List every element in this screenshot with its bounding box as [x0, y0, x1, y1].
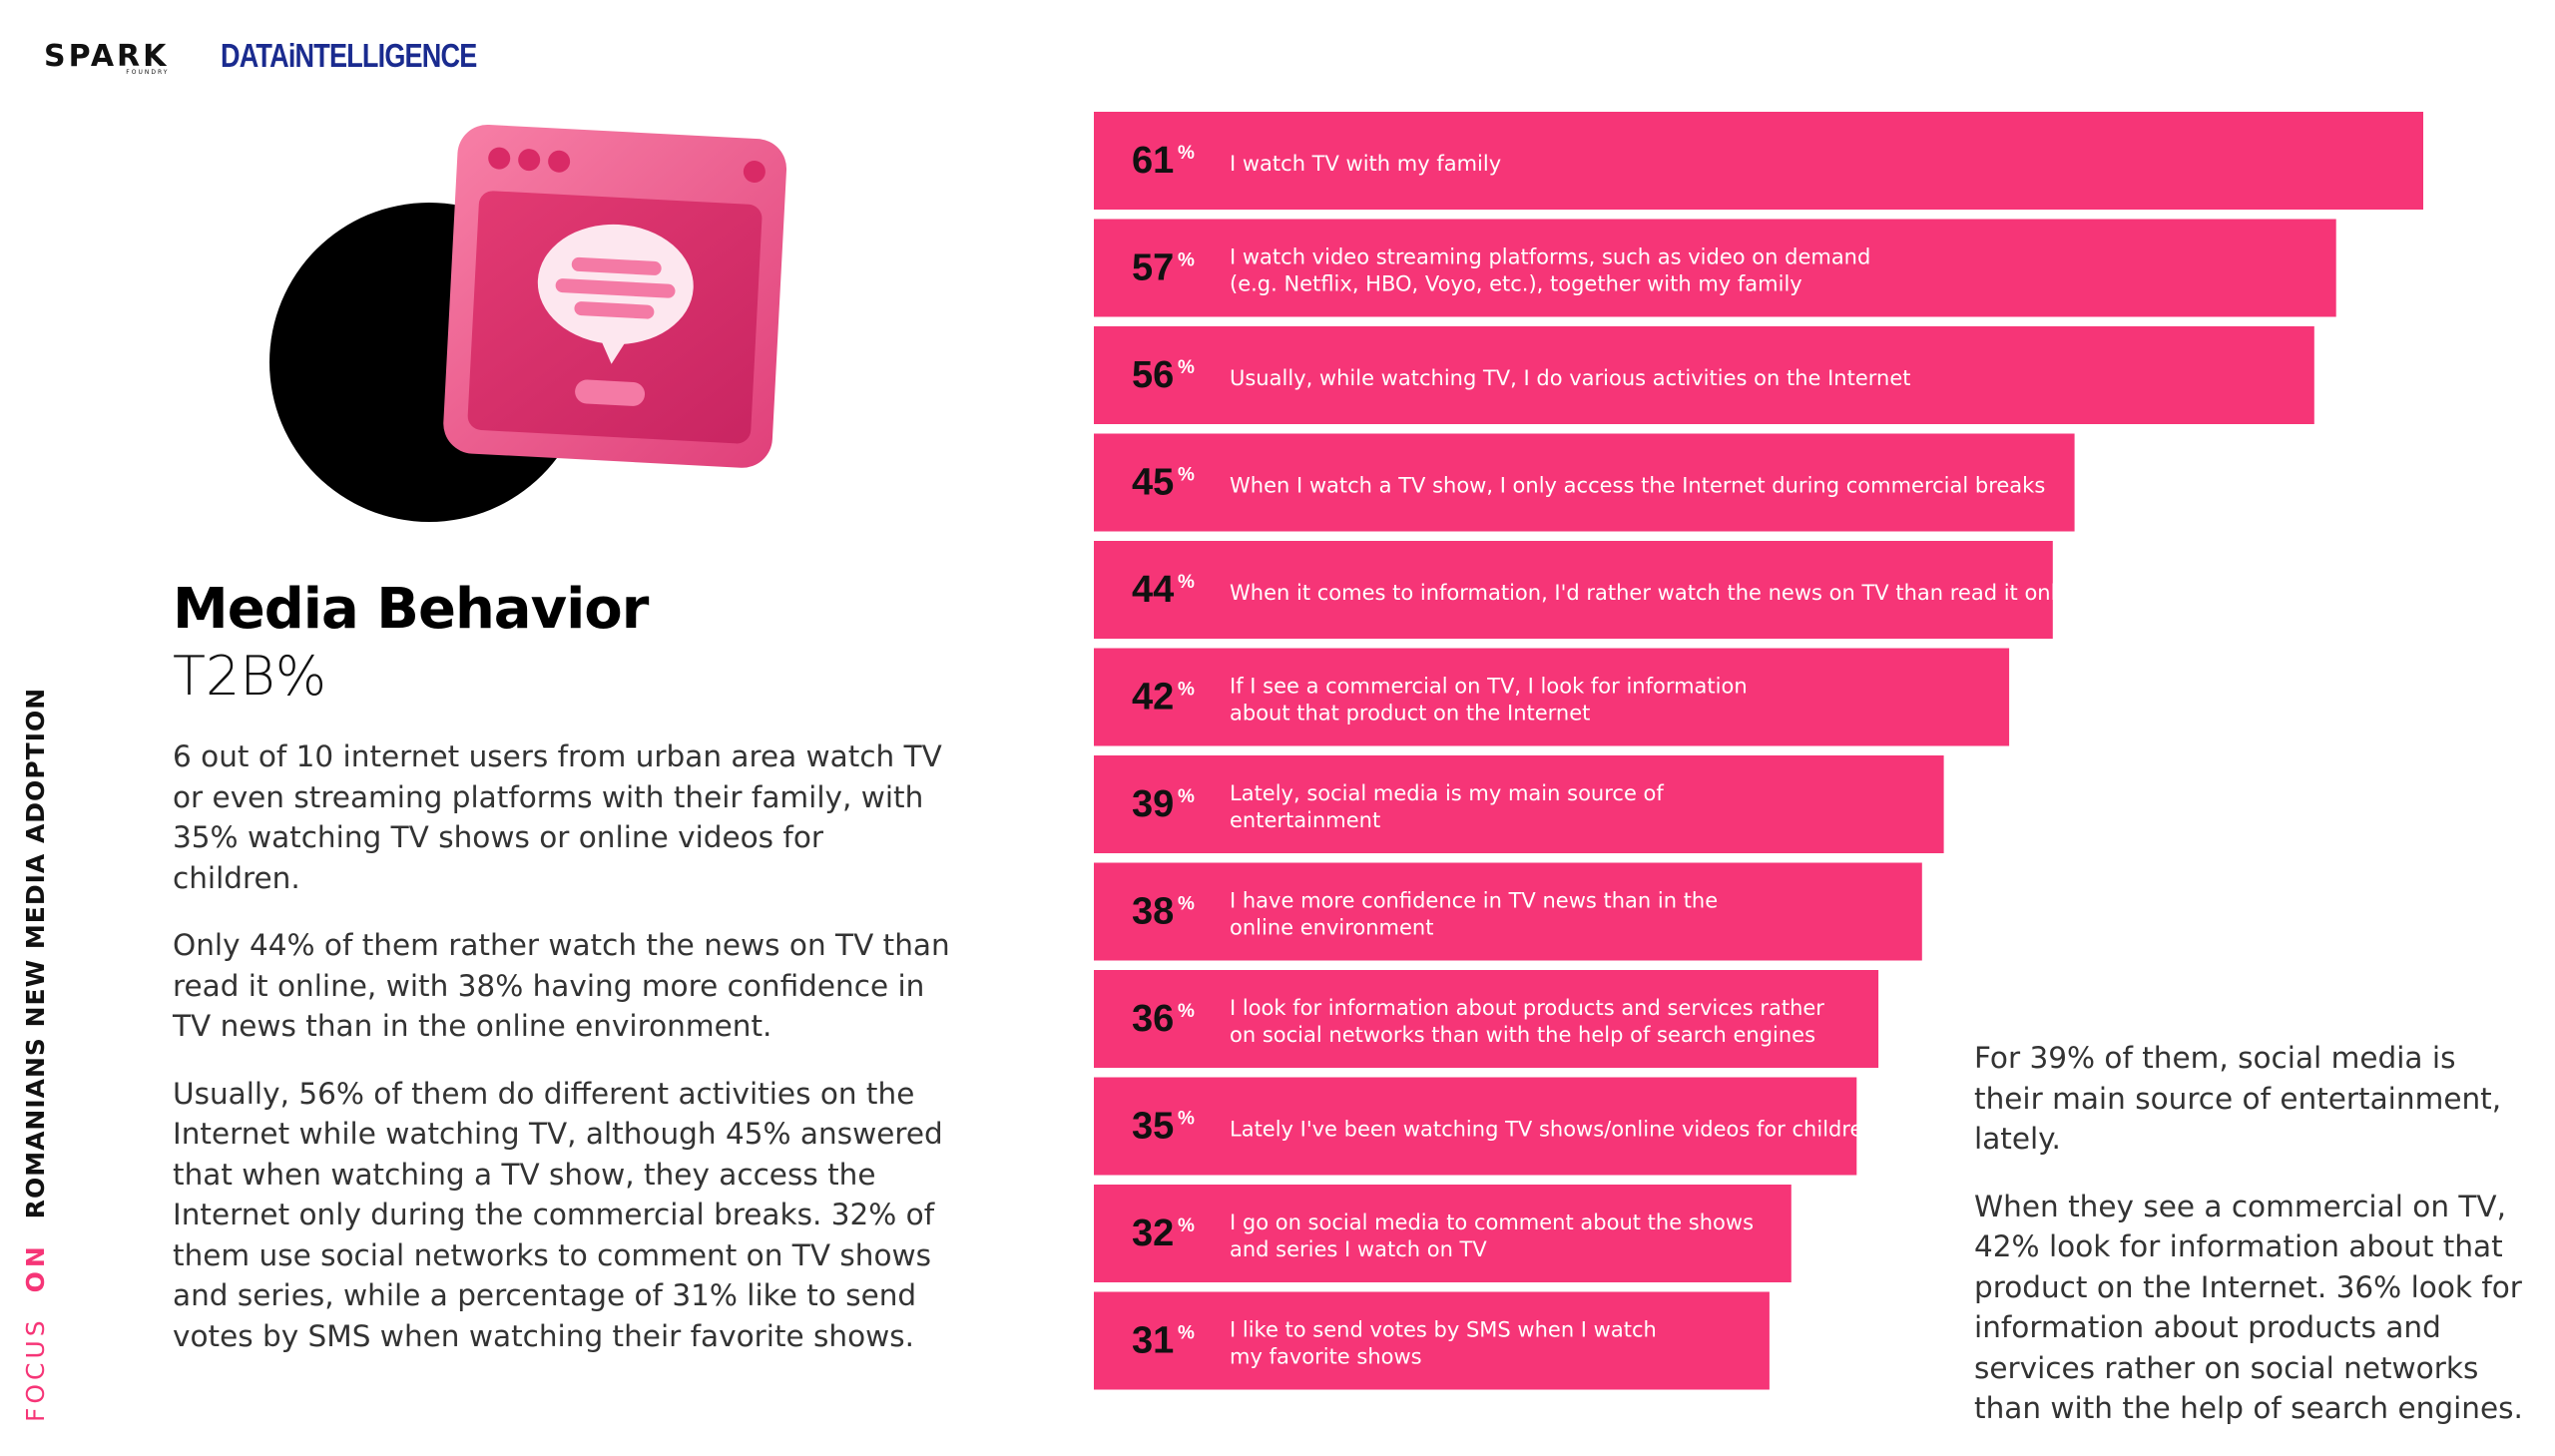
data-intelligence-logo: DATAiNTELLIGENCE: [221, 37, 477, 74]
bar-value-label: 38: [1132, 891, 1174, 933]
bar: [1094, 862, 1922, 961]
spark-foundry-logo: SPARK FOUNDRY: [44, 38, 170, 76]
bar-category-label: my favorite shows: [1230, 1345, 1422, 1369]
bar: [1094, 433, 2075, 532]
page-subtitle: T2B%: [173, 645, 327, 708]
bar-category-label: Usually, while watching TV, I do various…: [1230, 366, 1910, 390]
chat-bubble-icon: [537, 224, 694, 364]
bar-category-label: I go on social media to comment about th…: [1230, 1211, 1754, 1234]
bar-category-label: (e.g. Netflix, HBO, Voyo, etc.), togethe…: [1230, 272, 1802, 296]
bar: [1094, 648, 2010, 746]
bar-group: 38% I have more confidence in TV news tha…: [1094, 862, 1922, 961]
bar-unit-label: %: [1178, 250, 1195, 271]
bar-value-label: 39: [1132, 783, 1174, 825]
bar-category-label: Lately, social media is my main source o…: [1230, 781, 1664, 805]
media-behavior-bar-chart: 61% I watch TV with my family 57% I watch v…: [1094, 112, 2423, 1390]
bar-category-label: If I see a commercial on TV, I look for …: [1230, 675, 1748, 699]
right-description: For 39% of them, social media is their m…: [1974, 1038, 2533, 1456]
bar: [1094, 1077, 1857, 1176]
bar-category-label: I watch video streaming platforms, such …: [1230, 245, 1870, 269]
bar-category-label: When I watch a TV show, I only access th…: [1230, 474, 2045, 498]
bar-group: 45% When I watch a TV show, I only access…: [1094, 433, 2075, 532]
bar-value-label: 56: [1132, 354, 1174, 396]
bar-group: 36% I look for information about products…: [1094, 970, 1879, 1068]
bar-unit-label: %: [1178, 1109, 1195, 1130]
bar-unit-label: %: [1178, 1215, 1195, 1236]
bar-group: 31% I like to send votes by SMS when I wa…: [1094, 1291, 1770, 1390]
bar-category-label: and series I watch on TV: [1230, 1237, 1487, 1261]
left-paragraph: 6 out of 10 internet users from urban ar…: [173, 739, 942, 895]
bar-unit-label: %: [1178, 894, 1195, 915]
bar: [1094, 541, 2053, 639]
bar-category-label: Lately I've been watching TV shows/onlin…: [1230, 1118, 1876, 1142]
bar-unit-label: %: [1178, 357, 1195, 378]
browser-chat-illustration: [269, 124, 787, 522]
bar-value-label: 31: [1132, 1320, 1174, 1362]
bar-value-label: 44: [1132, 569, 1174, 611]
bar: [1094, 970, 1879, 1068]
bar-category-label: I look for information about products an…: [1230, 996, 1824, 1020]
bar-value-label: 57: [1132, 247, 1174, 289]
bar-value-label: 42: [1132, 677, 1174, 719]
bar-unit-label: %: [1178, 680, 1195, 701]
page-title: Media Behavior: [173, 577, 649, 642]
bar-value-label: 36: [1132, 998, 1174, 1040]
left-description: 6 out of 10 internet users from urban ar…: [173, 736, 951, 1383]
bar-unit-label: %: [1178, 1323, 1195, 1344]
vertical-section-label: FOCUS ON ROMANIANS NEW MEDIA ADOPTION: [21, 687, 50, 1422]
bar-category-label: entertainment: [1230, 808, 1380, 832]
left-paragraph: Only 44% of them rather watch the news o…: [173, 928, 950, 1043]
bar-category-label: online environment: [1230, 916, 1433, 940]
bar-unit-label: %: [1178, 786, 1195, 807]
logo-bar: SPARK FOUNDRY DATAiNTELLIGENCE: [44, 36, 533, 76]
bar-group: 42% If I see a commercial on TV, I look f…: [1094, 648, 2010, 746]
bar-category-label: I like to send votes by SMS when I watch: [1230, 1318, 1657, 1342]
bar-value-label: 45: [1132, 462, 1174, 504]
bar: [1094, 219, 2336, 317]
bar-category-label: I have more confidence in TV news than i…: [1230, 889, 1718, 913]
bar-value-label: 32: [1132, 1213, 1174, 1254]
bar: [1094, 326, 2314, 424]
bar-group: 57% I watch video streaming platforms, su…: [1094, 219, 2336, 317]
bar-category-label: I watch TV with my family: [1230, 152, 1501, 176]
bar-category-label: about that product on the Internet: [1230, 702, 1590, 726]
left-paragraph: Usually, 56% of them do different activi…: [173, 1076, 943, 1353]
bar-group: 56% Usually, while watching TV, I do vari…: [1094, 326, 2314, 424]
bar-category-label: When it comes to information, I'd rather…: [1230, 581, 2089, 605]
bar: [1094, 1185, 1791, 1282]
bar-group: 32% I go on social media to comment about…: [1094, 1185, 1791, 1282]
bar: [1094, 755, 1944, 853]
bar-unit-label: %: [1178, 465, 1195, 486]
bar-category-label: on social networks than with the help of…: [1230, 1023, 1815, 1047]
bar-unit-label: %: [1178, 1001, 1195, 1022]
bar-group: 35% Lately I've been watching TV shows/on…: [1094, 1077, 1876, 1176]
right-paragraph: For 39% of them, social media is their m…: [1974, 1041, 2502, 1156]
bar-group: 61% I watch TV with my family: [1094, 112, 2423, 210]
right-paragraph: When they see a commercial on TV, 42% lo…: [1974, 1189, 2523, 1426]
bar: [1094, 112, 2423, 210]
bar-group: 44% When it comes to information, I'd rat…: [1094, 541, 2089, 639]
bar-unit-label: %: [1178, 572, 1195, 593]
bar-value-label: 35: [1132, 1106, 1174, 1148]
bar-value-label: 61: [1132, 140, 1174, 182]
bar-unit-label: %: [1178, 143, 1195, 164]
bar-group: 39% Lately, social media is my main sourc…: [1094, 755, 1944, 853]
bar: [1094, 1291, 1770, 1390]
